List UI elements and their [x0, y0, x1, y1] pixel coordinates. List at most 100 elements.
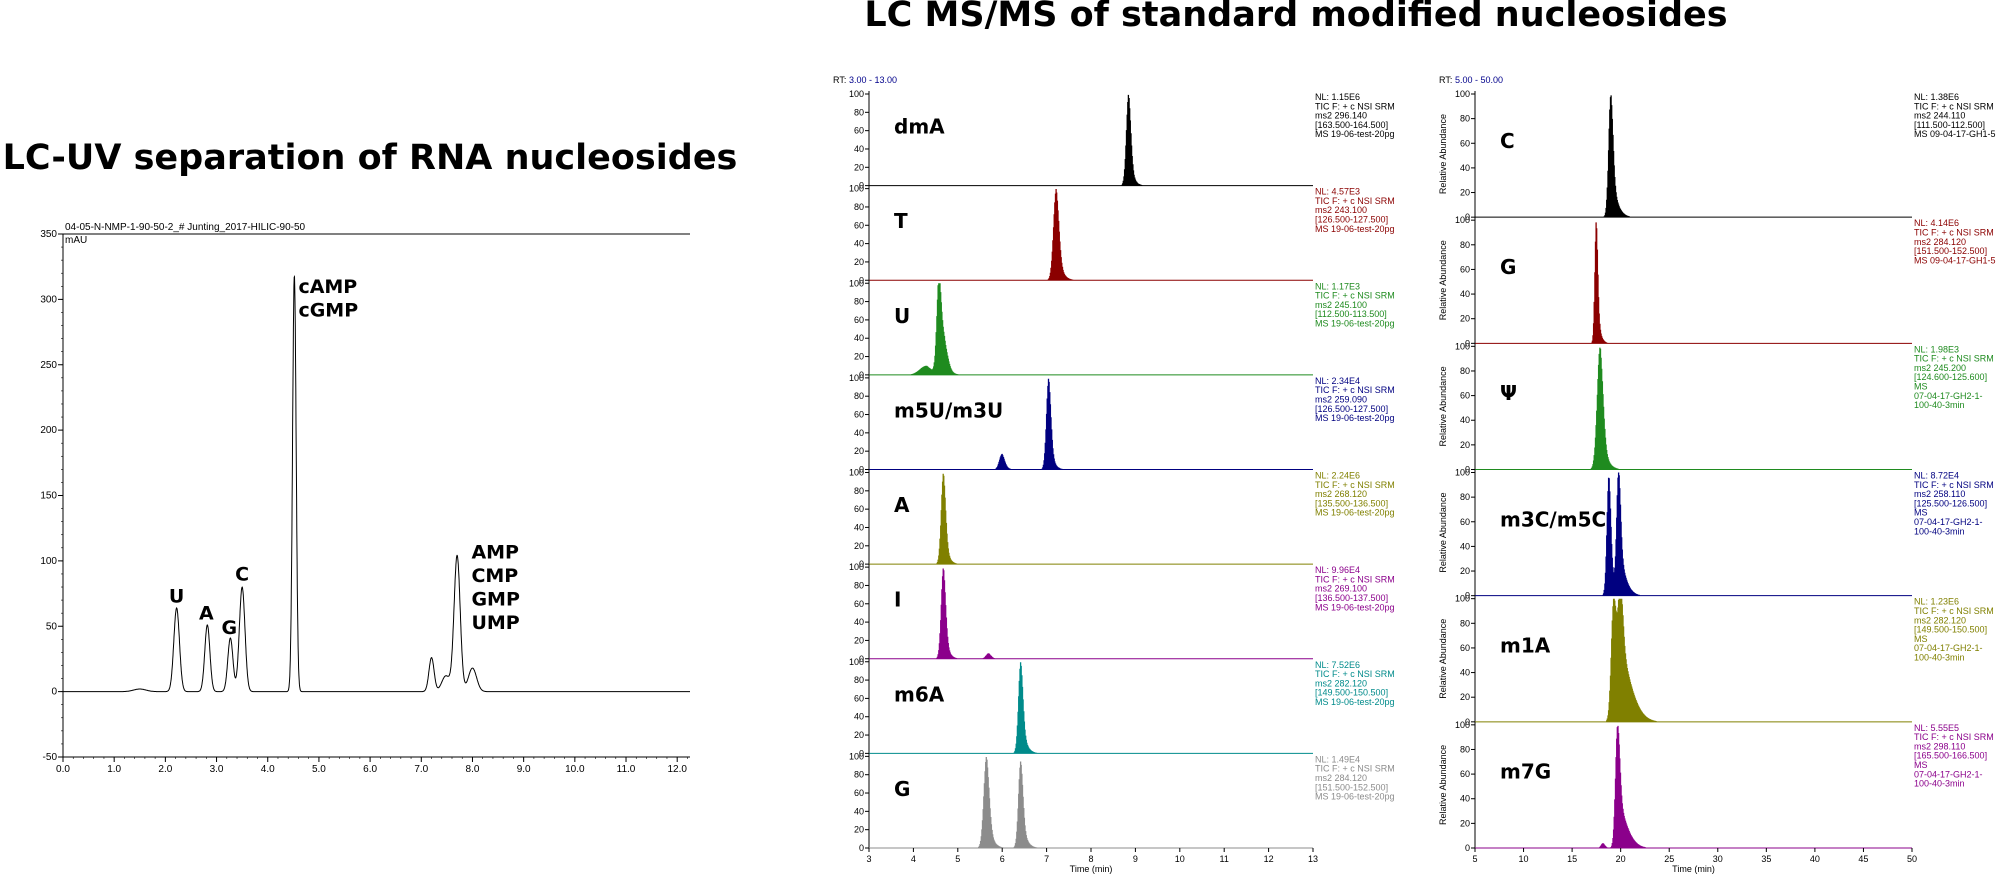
panel-y-tick-label: 0 — [859, 181, 864, 191]
panel-y-tick-label: 100 — [1455, 468, 1470, 478]
panel-y-tick-label: 100 — [1455, 594, 1470, 604]
panel-y-tick-label: 20 — [854, 446, 864, 456]
panel-compound-label: m7G — [1500, 760, 1551, 784]
panel-y-tick-label: 20 — [1460, 314, 1470, 324]
panel-compound-label: T — [894, 209, 908, 233]
y-tick-label: 100 — [40, 556, 57, 567]
x-tick-label: 12.0 — [667, 764, 687, 775]
panel-y-tick-label: 60 — [854, 504, 864, 514]
panel-info-line: [149.500-150.500] — [1315, 688, 1388, 698]
peak-label: U — [169, 586, 184, 608]
x-tick-label: 6 — [1000, 854, 1005, 864]
panel-y-tick-label: 20 — [854, 257, 864, 267]
panel-y-tick-label: 80 — [1460, 114, 1470, 124]
panel-y-tick-label: 100 — [849, 278, 864, 288]
panel-y-tick-label: 100 — [849, 562, 864, 572]
panel-peak-bars — [1606, 598, 1657, 722]
panel-y-tick-label: 100 — [1455, 720, 1470, 730]
panel-peak-bars — [910, 283, 959, 375]
peak-label: cGMP — [298, 299, 358, 321]
rt-label: RT: — [833, 75, 846, 85]
panel-info-line: TIC F: + c NSI SRM — [1315, 574, 1395, 584]
panel-info-line: NL: 1.98E3 — [1914, 344, 1959, 354]
panel-y-tick-label: 80 — [854, 297, 864, 307]
panel-compound-label: U — [894, 304, 910, 328]
panel-peak-bars — [978, 757, 1038, 848]
panel-info-line: MS 19-06-test-20pg — [1315, 413, 1395, 423]
panel-y-tick-label: 0 — [1465, 338, 1470, 348]
panel-y-tick-label: 40 — [854, 428, 864, 438]
panel-info-line: TIC F: + c NSI SRM — [1315, 385, 1395, 395]
panel-peak-bars — [1121, 94, 1143, 186]
panel-y-tick-label: 80 — [1460, 618, 1470, 628]
panel-info-line: ms2 282.120 — [1914, 615, 1966, 625]
panel-info-line: [124.600-125.600] — [1914, 372, 1987, 382]
panel-y-tick-label: 100 — [849, 89, 864, 99]
panel-peak-bars — [936, 473, 958, 565]
panel-y-tick-label: 40 — [1460, 668, 1470, 678]
peak-label: G — [222, 617, 238, 639]
panel-ylabel: Relative Abundance — [1438, 493, 1448, 573]
x-tick-label: 1.0 — [107, 764, 121, 775]
panel-info-line: NL: 1.17E3 — [1315, 281, 1360, 291]
x-tick-label: 5 — [955, 854, 960, 864]
x-tick-label: 4 — [911, 854, 916, 864]
uv-trace-line — [63, 274, 690, 693]
panel-y-tick-label: 80 — [1460, 744, 1470, 754]
panel-y-tick-label: 0 — [1465, 591, 1470, 601]
panel-info-line: [149.500-150.500] — [1914, 625, 1987, 635]
panel-info-line: 100-40-3min — [1914, 779, 1965, 789]
panel-y-tick-label: 80 — [1460, 366, 1470, 376]
x-tick-label: 3 — [866, 854, 871, 864]
x-tick-label: 2.0 — [158, 764, 172, 775]
panel-info-line: MS 09-04-17-GH1-5 — [1914, 255, 1996, 265]
panel-y-tick-label: 100 — [849, 373, 864, 383]
panel-y-tick-label: 0 — [1465, 465, 1470, 475]
panel-y-tick-label: 80 — [854, 202, 864, 212]
panel-info-line: [111.500-112.500] — [1914, 120, 1985, 130]
right-title: LC MS/MS of standard modified nucleoside… — [864, 0, 1727, 35]
panel-info-line: TIC F: + c NSI SRM — [1914, 606, 1994, 616]
panel-y-tick-label: 0 — [1465, 717, 1470, 727]
panel-info-line: 100-40-3min — [1914, 526, 1965, 536]
panel-y-tick-label: 40 — [854, 333, 864, 343]
panel-peak-bars — [936, 568, 995, 659]
x-tick-label: 8.0 — [466, 764, 480, 775]
panel-info-line: [135.500-136.500] — [1315, 498, 1388, 508]
panel-compound-label: A — [894, 493, 910, 517]
panel-peak-bars — [1599, 725, 1647, 848]
panel-info-line: MS 09-04-17-GH1-5 — [1914, 129, 1996, 139]
panel-info-line: [125.500-126.500] — [1914, 498, 1987, 508]
peak-label: CMP — [471, 565, 518, 587]
x-tick-label: 15 — [1567, 854, 1577, 864]
peak-label: UMP — [471, 612, 519, 634]
panel-y-tick-label: 40 — [1460, 289, 1470, 299]
x-tick-label: 7 — [1044, 854, 1049, 864]
panel-info-line: MS 19-06-test-20pg — [1315, 697, 1395, 707]
peak-label: cAMP — [298, 276, 357, 298]
panel-info-line: TIC F: + c NSI SRM — [1914, 480, 1994, 490]
panel-compound-label: Ψ — [1500, 381, 1517, 405]
panel-compound-label: m1A — [1500, 633, 1551, 657]
panel-y-tick-label: 60 — [854, 220, 864, 230]
panel-y-tick-label: 40 — [1460, 794, 1470, 804]
panel-y-tick-label: 100 — [849, 184, 864, 194]
panel-info-line: NL: 9.96E4 — [1315, 565, 1360, 575]
panel-info-line: NL: 2.24E6 — [1315, 471, 1360, 481]
rt-range: 3.00 - 13.00 — [849, 75, 897, 85]
panel-y-tick-label: 100 — [849, 468, 864, 478]
peak-label: GMP — [471, 588, 520, 610]
panel-y-tick-label: 20 — [1460, 818, 1470, 828]
panel-info-line: NL: 1.38E6 — [1914, 92, 1959, 102]
panel-info-line: ms2 258.110 — [1914, 489, 1965, 499]
panel-info-line: MS 19-06-test-20pg — [1315, 129, 1395, 139]
panel-compound-label: G — [1500, 255, 1516, 279]
panel-info-line: TIC F: + c NSI SRM — [1315, 764, 1395, 774]
y-tick-label: 350 — [40, 229, 57, 240]
panel-y-tick-label: 20 — [854, 730, 864, 740]
panel-y-tick-label: 0 — [859, 465, 864, 475]
panel-info-line: TIC F: + c NSI SRM — [1914, 227, 1994, 237]
panel-ylabel: Relative Abundance — [1438, 240, 1448, 320]
panel-y-tick-label: 80 — [854, 675, 864, 685]
panel-info-line: TIC F: + c NSI SRM — [1315, 196, 1395, 206]
